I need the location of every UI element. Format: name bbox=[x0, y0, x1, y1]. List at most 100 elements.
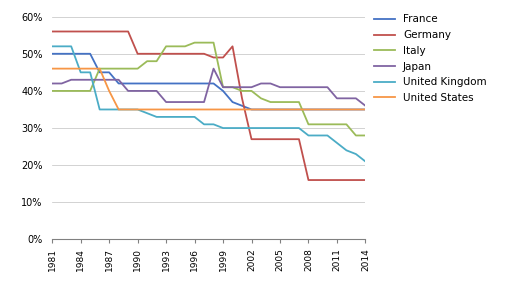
Japan bbox=[87, 78, 93, 82]
United Kingdom bbox=[201, 122, 207, 126]
United States bbox=[343, 108, 350, 111]
Japan bbox=[125, 89, 131, 93]
France bbox=[144, 82, 150, 85]
Germany bbox=[153, 52, 160, 56]
Italy bbox=[106, 67, 112, 71]
United Kingdom bbox=[305, 134, 312, 137]
Japan bbox=[68, 78, 74, 82]
United Kingdom bbox=[182, 115, 188, 119]
Line: United Kingdom: United Kingdom bbox=[52, 46, 365, 161]
Japan bbox=[277, 85, 283, 89]
France bbox=[182, 82, 188, 85]
France bbox=[229, 100, 235, 104]
United Kingdom bbox=[78, 71, 84, 74]
Germany bbox=[163, 52, 169, 56]
United Kingdom bbox=[125, 108, 131, 111]
Germany bbox=[49, 30, 55, 33]
Italy bbox=[125, 67, 131, 71]
France bbox=[305, 108, 312, 111]
Germany bbox=[324, 178, 330, 182]
Germany bbox=[343, 178, 350, 182]
Japan bbox=[144, 89, 150, 93]
United Kingdom bbox=[296, 126, 302, 130]
United States bbox=[97, 67, 103, 71]
United States bbox=[353, 108, 359, 111]
United States bbox=[49, 67, 55, 71]
Italy bbox=[49, 89, 55, 93]
Germany bbox=[353, 178, 359, 182]
Germany bbox=[68, 30, 74, 33]
Japan bbox=[353, 96, 359, 100]
Italy bbox=[201, 41, 207, 45]
Line: Germany: Germany bbox=[52, 32, 365, 180]
Japan bbox=[324, 85, 330, 89]
France bbox=[78, 52, 84, 56]
France bbox=[324, 108, 330, 111]
France bbox=[106, 71, 112, 74]
United Kingdom bbox=[135, 108, 141, 111]
United Kingdom bbox=[153, 115, 160, 119]
France bbox=[220, 89, 226, 93]
United Kingdom bbox=[334, 141, 340, 145]
United Kingdom bbox=[248, 126, 255, 130]
Italy bbox=[305, 122, 312, 126]
Japan bbox=[258, 82, 264, 85]
Line: Italy: Italy bbox=[52, 43, 365, 135]
Japan bbox=[163, 100, 169, 104]
France bbox=[334, 108, 340, 111]
United States bbox=[115, 108, 122, 111]
Italy bbox=[324, 122, 330, 126]
Italy bbox=[115, 67, 122, 71]
United States bbox=[201, 108, 207, 111]
United Kingdom bbox=[315, 134, 321, 137]
Japan bbox=[172, 100, 179, 104]
United Kingdom bbox=[277, 126, 283, 130]
United States bbox=[305, 108, 312, 111]
United States bbox=[334, 108, 340, 111]
Japan bbox=[315, 85, 321, 89]
Italy bbox=[192, 41, 198, 45]
France bbox=[87, 52, 93, 56]
United States bbox=[324, 108, 330, 111]
Germany bbox=[97, 30, 103, 33]
Japan bbox=[97, 78, 103, 82]
Italy bbox=[97, 67, 103, 71]
France bbox=[68, 52, 74, 56]
Germany bbox=[248, 137, 255, 141]
France bbox=[315, 108, 321, 111]
Italy bbox=[229, 85, 235, 89]
Italy bbox=[315, 122, 321, 126]
United Kingdom bbox=[115, 108, 122, 111]
France bbox=[192, 82, 198, 85]
Germany bbox=[87, 30, 93, 33]
Italy bbox=[239, 89, 245, 93]
France bbox=[239, 104, 245, 108]
Italy bbox=[334, 122, 340, 126]
Germany bbox=[239, 96, 245, 100]
Germany bbox=[182, 52, 188, 56]
Germany bbox=[144, 52, 150, 56]
United Kingdom bbox=[192, 115, 198, 119]
Germany bbox=[258, 137, 264, 141]
France bbox=[248, 108, 255, 111]
Japan bbox=[192, 100, 198, 104]
Japan bbox=[220, 85, 226, 89]
France bbox=[343, 108, 350, 111]
France bbox=[135, 82, 141, 85]
United States bbox=[58, 67, 65, 71]
United Kingdom bbox=[362, 160, 369, 163]
Italy bbox=[135, 67, 141, 71]
France bbox=[258, 108, 264, 111]
Japan bbox=[49, 82, 55, 85]
Japan bbox=[182, 100, 188, 104]
France bbox=[362, 108, 369, 111]
Line: France: France bbox=[52, 54, 365, 110]
United Kingdom bbox=[87, 71, 93, 74]
France bbox=[97, 71, 103, 74]
Italy bbox=[78, 89, 84, 93]
Japan bbox=[135, 89, 141, 93]
Italy bbox=[296, 100, 302, 104]
United States bbox=[87, 67, 93, 71]
Germany bbox=[106, 30, 112, 33]
Italy bbox=[87, 89, 93, 93]
